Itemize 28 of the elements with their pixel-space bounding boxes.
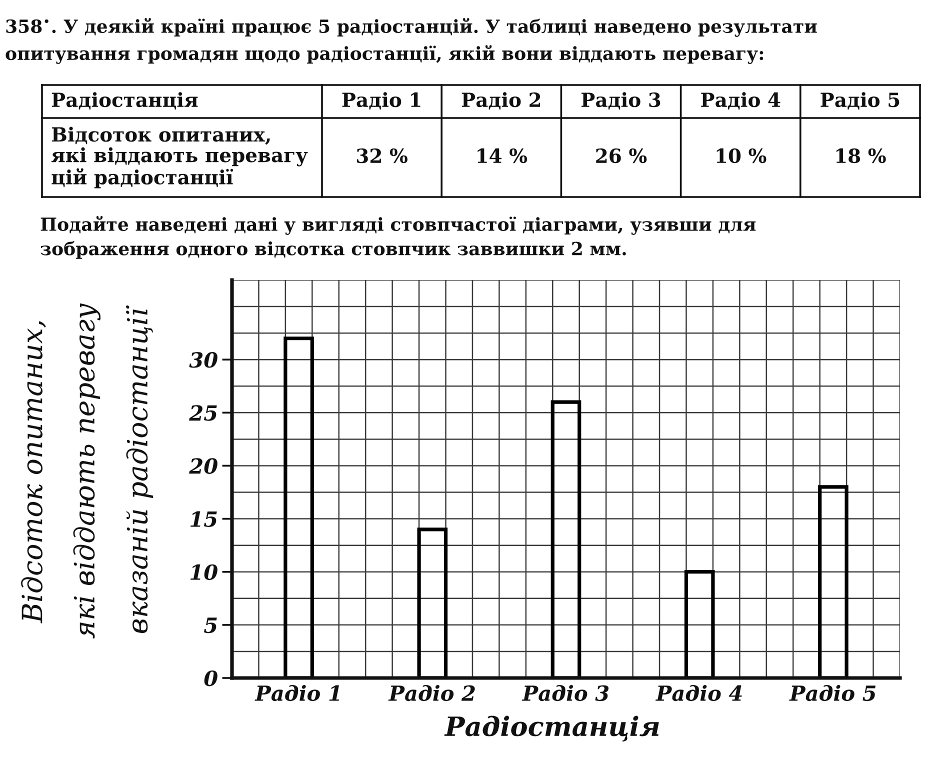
y-axis-title: Відсоток опитаних, які віддають перевагу вказаній радіостанції: [21, 303, 154, 639]
text: 32 %: [357, 148, 408, 164]
chart-title: 358$^{•}$. У деякій країні працює 5 радіостанцій. У таблиці наведено результати опитування громадян щодо радіостанції, якій вони віддають перевагу:: [6, 18, 817, 64]
text: 14 %: [478, 148, 528, 164]
category-label: Радіо 4: [701, 92, 780, 110]
category-label: Радіо 3: [581, 92, 660, 110]
y-tick-label: 10: [190, 564, 218, 580]
category-label: Радіо 1: [342, 92, 420, 110]
chart-subtitle: Подайте наведені дані у вигляді стовпчастої діаграми, узявши для зображення одного відсотка стовпчик заввишки 2 мм.: [40, 216, 756, 259]
x-tick-label: Радіо 3: [522, 684, 609, 702]
category-label: Радіо 5: [820, 92, 900, 110]
x-tick-label: Радіо 2: [388, 684, 475, 702]
y-tick-label: 25: [189, 405, 217, 421]
text: 18 %: [836, 148, 886, 164]
x-axis-title: Радіостанція: [444, 716, 659, 742]
text: Відсоток опитаних, які віддають перевагу цій радіостанції: [51, 126, 308, 188]
text: 26 %: [596, 148, 647, 164]
x-tick-label: Радіо 5: [789, 684, 876, 702]
y-tick-label: 30: [189, 352, 218, 368]
y-tick-label: 0: [204, 670, 218, 686]
x-tick-label: Радіо 1: [254, 684, 340, 702]
text: Радіостанція: [52, 92, 198, 110]
x-tick-label: Радіо 4: [656, 684, 742, 702]
y-tick-label: 15: [190, 511, 217, 528]
category-label: Радіо 2: [462, 92, 540, 110]
y-tick-label: 5: [204, 618, 217, 634]
y-tick-label: 20: [189, 458, 218, 474]
text: 10 %: [716, 148, 766, 164]
